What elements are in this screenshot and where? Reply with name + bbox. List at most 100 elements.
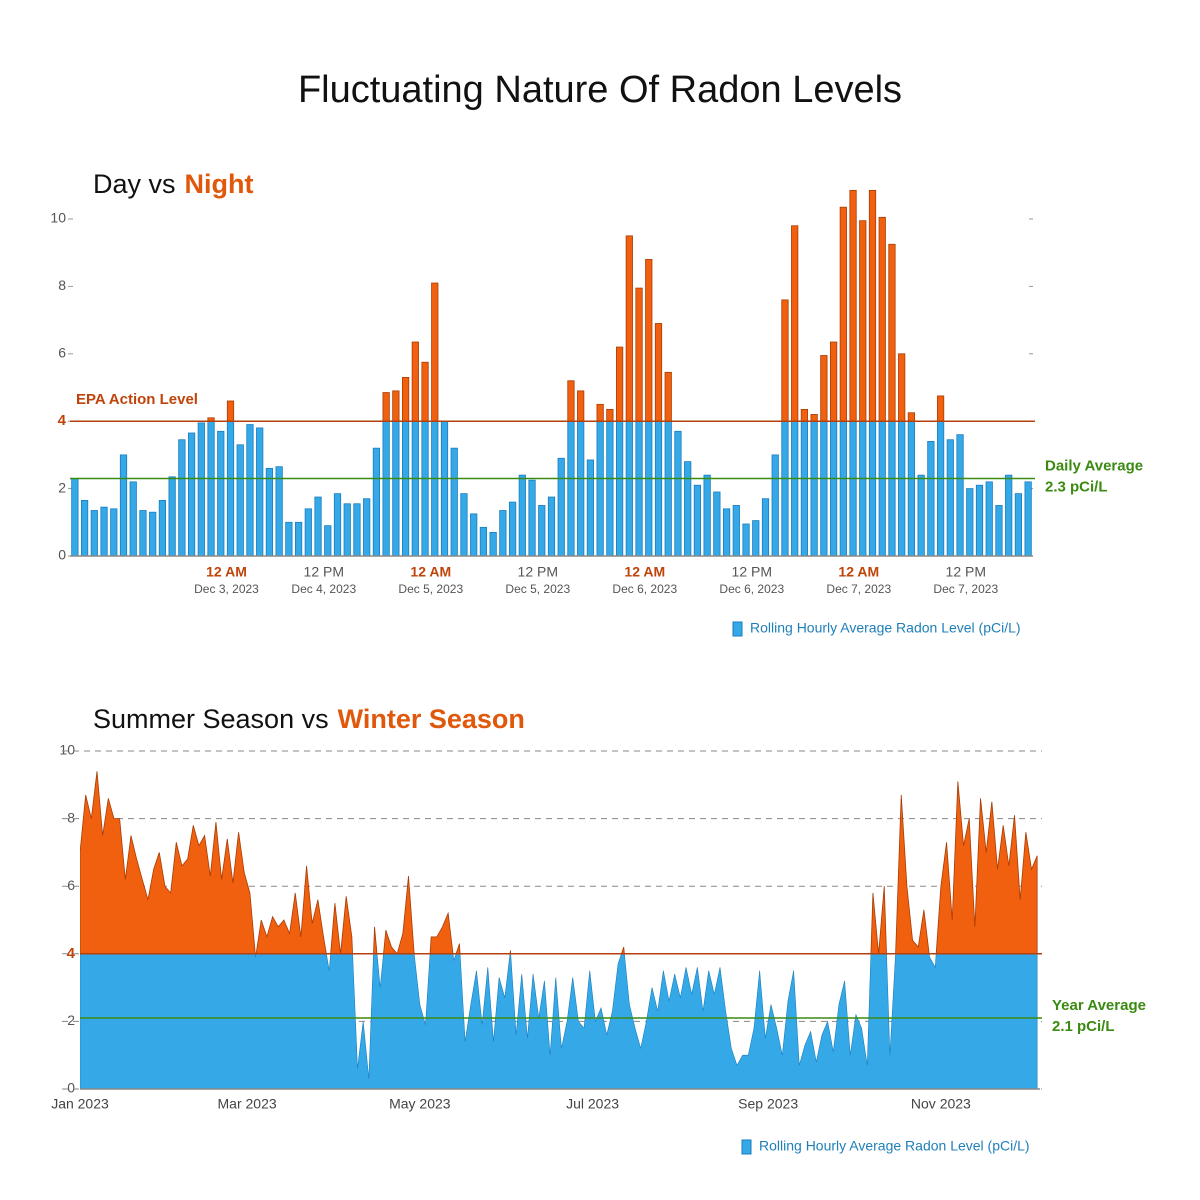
x-tick-date: Dec 6, 2023: [719, 582, 784, 596]
bar: [859, 420, 867, 557]
bar-above-threshold: [839, 206, 847, 422]
x-tick-time: 12 AM: [206, 564, 247, 580]
y-tick-label: 8: [58, 277, 66, 293]
bar: [256, 427, 264, 557]
bar: [372, 447, 381, 557]
x-tick-date: Dec 5, 2023: [398, 582, 463, 596]
x-tick-label: Nov 2023: [911, 1096, 971, 1112]
bar: [207, 420, 215, 557]
x-tick-label: Jan 2023: [51, 1096, 109, 1112]
bar: [664, 420, 672, 557]
y-tick-label: 6: [67, 877, 75, 893]
y-tick-label: 10: [59, 742, 75, 758]
bar: [294, 521, 303, 557]
bar-above-threshold: [421, 361, 429, 422]
average-label: Daily Average: [1045, 457, 1143, 474]
bar: [178, 439, 186, 557]
x-tick-time: 12 AM: [624, 564, 665, 580]
threshold-label: EPA Action Level: [76, 391, 198, 408]
bar: [168, 476, 176, 557]
bar: [995, 505, 1003, 557]
area-above-threshold: [80, 771, 1038, 954]
bar: [1005, 474, 1013, 557]
bar-above-threshold: [898, 353, 906, 422]
bar: [586, 459, 595, 557]
bar: [1024, 481, 1032, 557]
chart-title: Day vs Night: [93, 169, 254, 199]
legend-swatch: [732, 621, 743, 637]
bar: [645, 420, 653, 557]
bar: [129, 481, 137, 557]
bar-above-threshold: [936, 395, 945, 422]
bar: [382, 420, 390, 557]
bar-above-threshold: [810, 414, 818, 422]
bar: [771, 454, 779, 557]
bar: [508, 501, 517, 557]
bar: [187, 432, 196, 557]
bar: [275, 466, 283, 557]
bar: [596, 420, 604, 557]
bar: [849, 420, 857, 557]
x-tick-time: 12 PM: [732, 564, 772, 580]
y-tick-label: 4: [67, 945, 76, 962]
bar: [752, 520, 760, 557]
bar-above-threshold: [888, 243, 896, 422]
y-tick-label: 2: [58, 479, 66, 495]
x-tick-date: Dec 7, 2023: [933, 582, 998, 596]
x-tick-time: 12 AM: [838, 564, 879, 580]
bar: [538, 505, 546, 557]
x-tick-date: Dec 4, 2023: [291, 582, 356, 596]
bar: [499, 510, 507, 557]
legend-label: Rolling Hourly Average Radon Level (pCi/…: [750, 620, 1021, 636]
bar-above-threshold: [392, 390, 400, 422]
bar: [985, 481, 993, 557]
bar: [139, 510, 147, 557]
bar-above-threshold: [596, 403, 604, 422]
bar: [71, 478, 79, 557]
bar-above-threshold: [868, 189, 877, 422]
bar-above-threshold: [401, 376, 410, 422]
legend-swatch: [741, 1139, 752, 1155]
bar: [820, 420, 828, 557]
y-tick-label: 2: [67, 1012, 75, 1028]
bar: [450, 447, 458, 557]
x-tick-label: Mar 2023: [218, 1096, 277, 1112]
bar: [392, 420, 400, 557]
bar: [781, 420, 789, 557]
bar: [577, 420, 585, 557]
bar: [226, 420, 235, 557]
bar-above-threshold: [625, 235, 633, 422]
bar: [314, 496, 322, 557]
chart-title-highlight: Night: [185, 169, 254, 199]
bar: [90, 510, 98, 557]
x-tick-label: Jul 2023: [566, 1096, 619, 1112]
bar: [217, 430, 225, 557]
bar: [898, 420, 906, 557]
x-tick-time: 12 PM: [518, 564, 558, 580]
y-tick-label: 8: [67, 809, 75, 825]
bar: [421, 420, 429, 557]
bar: [625, 420, 633, 557]
bar: [800, 420, 809, 557]
bar-above-threshold: [664, 371, 672, 422]
x-tick-label: May 2023: [389, 1096, 451, 1112]
bar: [936, 420, 945, 557]
bar: [304, 508, 312, 557]
bar: [907, 420, 916, 557]
bar: [246, 424, 254, 557]
bar-above-threshold: [645, 259, 653, 422]
bar: [927, 441, 935, 557]
bar: [557, 457, 565, 557]
bar: [236, 444, 244, 557]
y-tick-label: 0: [67, 1080, 75, 1096]
average-value-label: 2.3 pCi/L: [1045, 478, 1108, 495]
chart-title-highlight: Winter Season: [338, 704, 525, 734]
bar: [547, 496, 556, 557]
legend-label: Rolling Hourly Average Radon Level (pCi/…: [759, 1138, 1030, 1154]
bar: [615, 420, 624, 557]
bar: [703, 474, 711, 557]
bar: [693, 484, 702, 557]
bar: [440, 420, 449, 557]
bar-above-threshold: [820, 355, 828, 422]
